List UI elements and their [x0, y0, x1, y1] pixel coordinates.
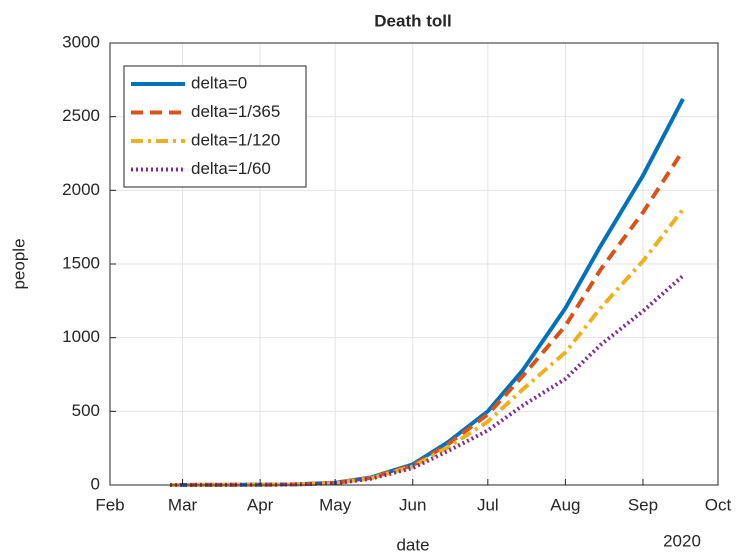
x-tick-label: Jun [399, 495, 426, 514]
x-tick-label: Oct [705, 495, 732, 514]
x-tick-label: Sep [628, 495, 658, 514]
legend-label: delta=1/365 [191, 102, 280, 121]
labels: 0 500 1000 1500 2000 2500 3000 Feb Mar Apr May Jun J… [62, 32, 731, 514]
y-tick-label: 3000 [62, 32, 100, 51]
legend-label: delta=1/120 [191, 130, 280, 149]
y-axis-label: people [9, 238, 28, 289]
x-tick-label: Apr [247, 495, 274, 514]
y-tick-label: 2000 [62, 180, 100, 199]
legend: delta=0 delta=1/365 delta=1/120 delta=1/60 [123, 65, 307, 188]
x-axis-label: date [396, 535, 429, 554]
legend-label: delta=1/60 [191, 159, 271, 178]
x-tick-label: Feb [95, 495, 124, 514]
y-tick-label: 500 [72, 401, 100, 420]
y-tick-label: 1500 [62, 253, 100, 272]
chart-title: Death toll [374, 11, 451, 30]
x-tick-label: Jul [477, 495, 499, 514]
legend-label: delta=0 [191, 73, 247, 92]
legend-box [123, 65, 307, 188]
x-tick-label: Aug [550, 495, 580, 514]
x-tick-label: Mar [168, 495, 198, 514]
x-year-label: 2020 [663, 531, 701, 550]
y-tick-label: 0 [91, 474, 100, 493]
series-line [170, 208, 685, 487]
x-tick-label: May [319, 495, 352, 514]
y-tick-label: 2500 [62, 106, 100, 125]
y-tick-label: 1000 [62, 327, 100, 346]
